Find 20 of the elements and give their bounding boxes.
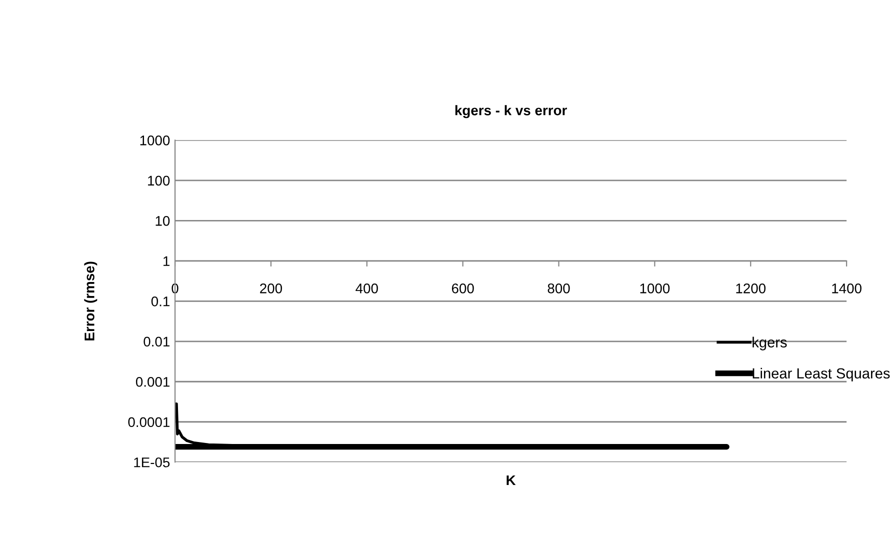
x-tick-label: 1000 [640,283,670,294]
y-tick-label: 0.01 [144,336,170,347]
x-tick-label: 800 [548,283,570,294]
y-tick-label: 0.0001 [128,417,170,428]
legend-label: kgers [752,336,787,350]
y-axis-title: Error (rmse) [84,262,98,340]
y-tick-label: 1E-05 [134,457,170,468]
y-tick-label: 1000 [140,136,170,146]
x-tick-label: 1400 [832,283,862,294]
x-tick-label: 200 [260,283,282,294]
y-tick-label: 100 [148,176,170,186]
y-tick-label: 10 [156,216,170,226]
x-tick-label: 600 [452,283,474,294]
x-axis-title: K [506,475,516,486]
chart-title: kgers - k vs error [455,105,567,118]
y-tick-label: 1 [164,256,170,266]
y-tick-label: 0.001 [136,376,170,387]
x-tick-label: 1200 [736,283,766,294]
y-tick-label: 0.1 [151,296,170,306]
x-tick-label: 400 [356,283,378,294]
